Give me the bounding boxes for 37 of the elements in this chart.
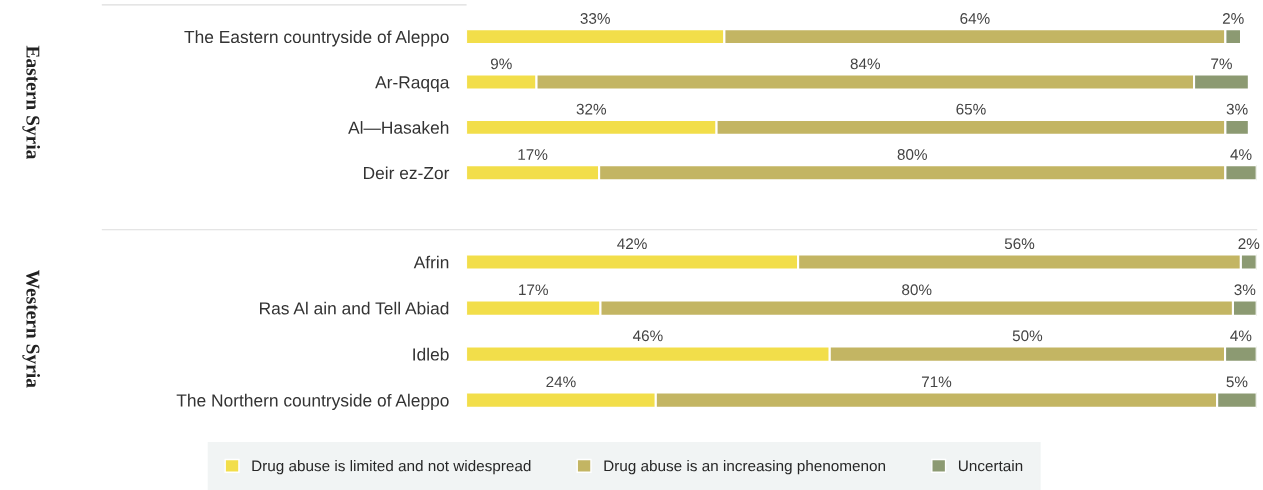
data-label: 3% <box>1234 284 1256 296</box>
y-tick-label: Deir ez-Zor <box>364 166 450 180</box>
data-label: 17% <box>519 284 548 296</box>
y-tick-label: Ras Al ain and Tell Abiad <box>260 301 449 315</box>
y-tick-label: The Eastern countryside of Aleppo <box>184 30 449 47</box>
data-label: 46% <box>632 330 663 342</box>
data-label: 64% <box>960 13 990 24</box>
data-label: 33% <box>580 13 610 24</box>
data-label: 80% <box>897 149 927 160</box>
data-label: 32% <box>576 103 607 115</box>
y-tick-label: The Northern countryside of Aleppo <box>176 393 449 411</box>
y-tick-label: Afrin <box>413 255 449 269</box>
y-tick-label: Ar-Raqqa <box>375 76 450 92</box>
data-label: 56% <box>1004 238 1035 250</box>
data-label: 9% <box>490 58 512 70</box>
data-label: 71% <box>921 376 952 388</box>
data-label: 24% <box>546 376 576 388</box>
data-label: 17% <box>518 149 548 160</box>
legend-label: Uncertain <box>958 460 1023 472</box>
data-label: 65% <box>956 103 986 115</box>
data-label: 2% <box>1238 238 1260 250</box>
y-axis-title: Eastern Syria <box>22 45 41 160</box>
y-tick-label: Idleb <box>413 347 449 361</box>
y-tick-label: Al—Hasakeh <box>348 121 449 134</box>
data-label: 4% <box>1230 330 1252 342</box>
data-label: 5% <box>1226 376 1248 388</box>
legend-label: Drug abuse is an increasing phenomenon <box>604 460 886 475</box>
data-label: 84% <box>850 58 881 70</box>
legend-label: Drug abuse is limited and not widespread <box>252 460 531 475</box>
y-axis-title: Western Syria <box>22 269 41 388</box>
data-label: 42% <box>617 238 647 250</box>
data-label: 2% <box>1222 13 1244 24</box>
data-label: 4% <box>1230 149 1252 160</box>
data-label: 80% <box>902 284 932 296</box>
data-label: 50% <box>1012 330 1043 342</box>
data-label: 7% <box>1211 58 1232 70</box>
data-label: 3% <box>1226 103 1248 115</box>
